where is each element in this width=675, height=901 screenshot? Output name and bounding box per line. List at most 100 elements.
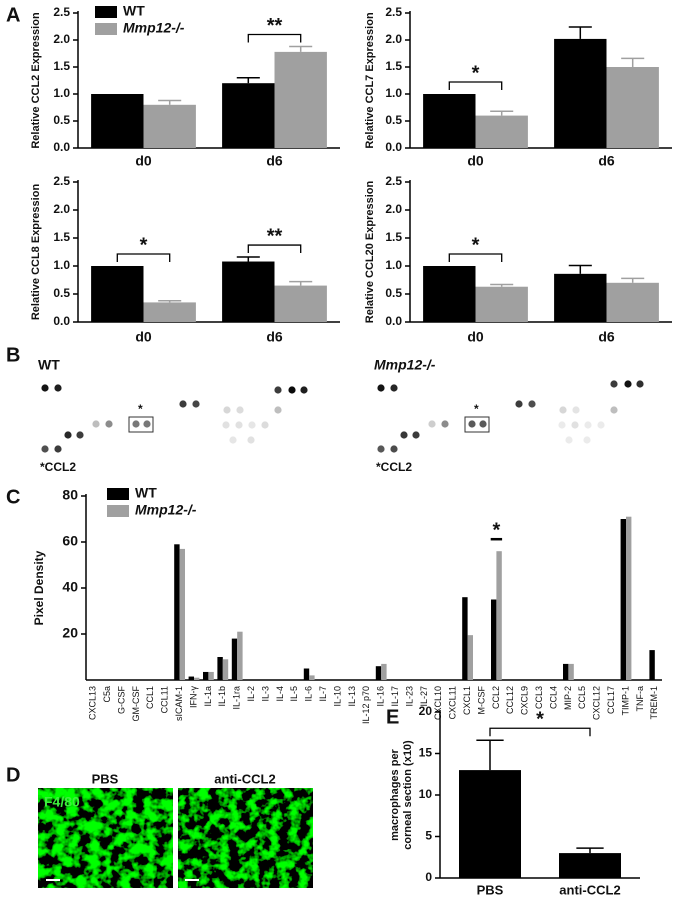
array-spot	[390, 445, 398, 453]
array-spot	[105, 420, 113, 428]
significance-bracket	[448, 81, 503, 90]
significance-label: **	[267, 225, 283, 247]
array-spot	[132, 420, 140, 428]
x-tick-label: IL-5	[289, 686, 299, 702]
x-tick-label: IL-3	[260, 686, 270, 702]
x-tick-label: CXCL11	[448, 686, 458, 719]
array-spot	[41, 445, 49, 453]
x-tick-label: IL-1b	[217, 686, 227, 707]
array-spot	[261, 421, 269, 429]
array-spot	[377, 445, 385, 453]
highlight-box	[128, 416, 154, 433]
x-tick-label: CCL1	[145, 686, 155, 709]
bar	[381, 663, 387, 680]
x-tick-label: CXCL9	[520, 686, 530, 715]
array-spot	[143, 420, 151, 428]
array-spot	[54, 445, 62, 453]
bar	[91, 94, 144, 148]
image-label: PBS	[92, 771, 119, 786]
y-tick-label: 0.5	[53, 286, 70, 300]
array-spot	[288, 386, 296, 394]
array-spot	[76, 431, 84, 439]
x-tick-label: CXCL12	[592, 686, 602, 720]
array-spot	[571, 421, 579, 429]
array-spot	[412, 431, 420, 439]
x-tick-label: anti-CCL2	[559, 882, 620, 897]
x-tick-label: PBS	[477, 882, 504, 897]
x-tick-label: IL-27	[419, 686, 429, 707]
x-tick-label: IL-12 p70	[361, 686, 371, 724]
x-tick-label: CCL3	[534, 686, 544, 709]
y-tick-label: 1.0	[53, 86, 70, 100]
array-label: WT	[38, 357, 60, 373]
bar	[554, 38, 607, 148]
micrograph	[178, 788, 313, 888]
panel-label: E	[386, 706, 399, 728]
x-tick-label: MIP-2	[563, 686, 573, 710]
significance-bracket	[247, 244, 302, 254]
bar	[208, 671, 214, 680]
legend-swatch	[107, 505, 129, 517]
bar	[231, 638, 238, 680]
array-spot	[572, 406, 580, 414]
x-tick-label: d0	[135, 153, 152, 169]
y-tick-label: 20	[419, 704, 433, 718]
legend-label: WT	[135, 485, 157, 501]
bar	[274, 51, 327, 148]
array-spot	[400, 431, 408, 439]
legend-label: Mmp12-/-	[123, 20, 185, 36]
x-tick-label: M-CSF	[476, 686, 486, 715]
x-tick-label: CCL4	[548, 686, 558, 709]
x-tick-label: CCL11	[160, 686, 170, 713]
array-spot	[610, 406, 618, 414]
legend-swatch	[95, 6, 117, 18]
x-tick-label: IFN-γ	[188, 686, 198, 708]
x-tick-label: IL-13	[347, 686, 357, 707]
y-axis-label: Pixel Density	[32, 550, 46, 625]
array-spot	[377, 384, 385, 392]
bar	[375, 666, 382, 680]
bar	[568, 663, 574, 680]
array-spot	[558, 421, 566, 429]
y-tick-label: 1.0	[385, 258, 402, 272]
bar	[274, 285, 327, 322]
x-tick-label: d6	[598, 153, 615, 169]
x-tick-label: d6	[266, 153, 283, 169]
y-axis-label: Relative CCL2 Expression	[30, 12, 42, 149]
array-panel: WT Mmp12-/- * * *CCL2 *CCL2	[38, 357, 644, 474]
x-tick-label: CXCL13	[88, 686, 98, 720]
array-spot	[222, 421, 230, 429]
y-tick-label: 2.5	[385, 174, 402, 188]
array-note: *CCL2	[40, 460, 76, 474]
stain-label: F4/80	[44, 794, 80, 810]
significance-bracket	[116, 253, 171, 262]
bar	[423, 94, 476, 148]
array-spot	[559, 406, 567, 414]
y-tick-label: 2.0	[385, 32, 402, 46]
x-tick-label: TIMP-1	[620, 686, 630, 716]
bar	[649, 650, 655, 680]
y-tick-label: 5	[425, 829, 432, 843]
array-spot	[179, 400, 187, 408]
array-label: Mmp12-/-	[374, 357, 436, 373]
bar	[188, 676, 194, 680]
x-tick-label: CCL5	[577, 686, 587, 709]
significance-label: *	[472, 234, 480, 256]
y-tick-label: 0.0	[385, 314, 402, 328]
significance-label: *	[536, 709, 544, 731]
x-tick-label: IL-1ra	[232, 686, 242, 710]
bar	[203, 671, 209, 680]
bar	[475, 115, 528, 148]
x-tick-label: TREM-1	[649, 686, 659, 720]
y-tick-label: 15	[419, 746, 433, 760]
x-tick-label: C5a	[102, 686, 112, 703]
array-spot	[236, 406, 244, 414]
y-axis-label: corneal section (x10)	[402, 740, 414, 850]
significance-label: *	[140, 234, 148, 256]
legend-label: WT	[123, 3, 145, 19]
bar	[217, 657, 223, 680]
x-tick-label: CCL2	[491, 686, 501, 709]
array-spot	[54, 384, 62, 392]
y-tick-label: 2.0	[53, 32, 70, 46]
x-tick-label: IL-16	[376, 686, 386, 707]
